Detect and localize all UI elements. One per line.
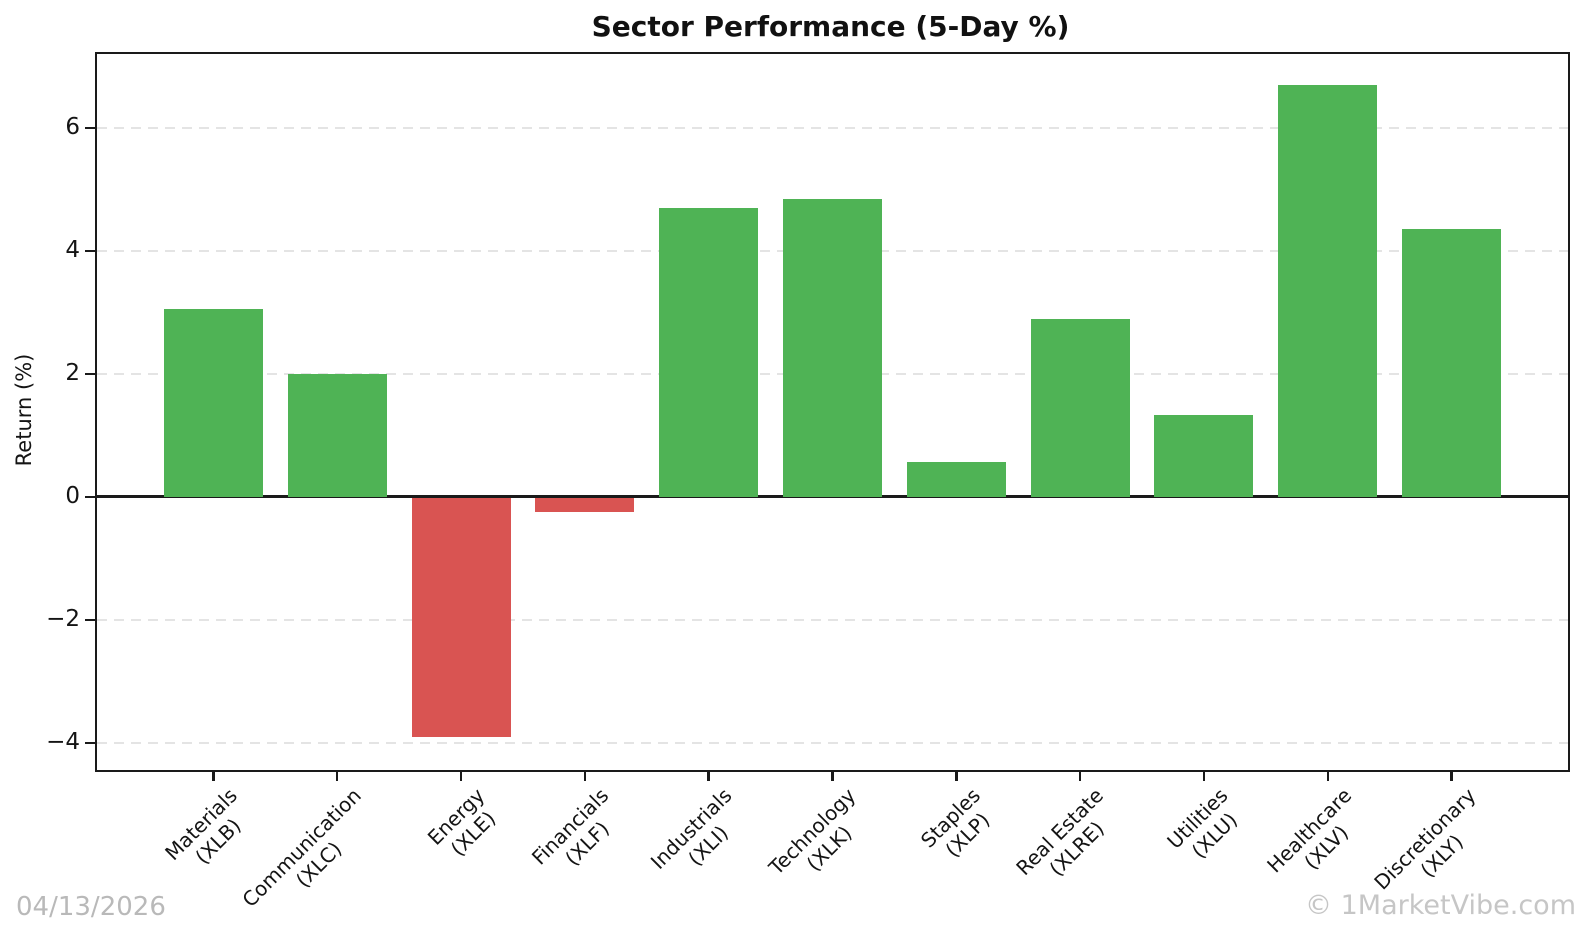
chart-title: Sector Performance (5-Day %)	[591, 10, 1070, 43]
bar-xlv	[1278, 84, 1378, 497]
y-tick--2	[85, 618, 95, 622]
x-label-xli: Industrials (XLI)	[646, 783, 737, 874]
x-tick-4	[707, 772, 710, 781]
x-label-xlk: Technology (XLK)	[764, 783, 861, 880]
y-tick-label-4: 4	[65, 236, 80, 263]
y-tick-6	[85, 126, 95, 130]
x-label-xlv: Healthcare (XLV)	[1261, 783, 1357, 878]
y-tick-label--2: −2	[46, 605, 80, 632]
x-label-xlb: Materials (XLB)	[159, 783, 246, 869]
bar-xlc	[287, 373, 387, 497]
x-label-xlp: Staples (XLP)	[915, 783, 994, 862]
y-tick-label-6: 6	[65, 113, 80, 140]
y-tick--4	[85, 741, 95, 745]
footer-date: 04/13/2026	[16, 892, 166, 922]
x-tick-0	[212, 772, 215, 781]
x-label-xlre: Real Estate (XLRE)	[1011, 783, 1109, 881]
y-tick-label--4: −4	[46, 728, 80, 755]
x-tick-10	[1450, 772, 1453, 781]
x-tick-8	[1202, 772, 1206, 781]
y-tick-label-2: 2	[65, 359, 80, 386]
y-tick-0	[85, 495, 95, 499]
x-label-xlf: Financials (XLF)	[526, 783, 614, 870]
bar-xly	[1402, 229, 1502, 497]
x-label-xlu: Utilities (XLU)	[1162, 783, 1242, 863]
footer-watermark: © 1MarketVibe.com	[1305, 890, 1576, 921]
x-tick-9	[1326, 772, 1330, 781]
bar-xle	[411, 498, 511, 737]
bar-xlre	[1030, 318, 1130, 497]
bar-xli	[659, 207, 759, 497]
y-tick-4	[85, 249, 95, 253]
gridline-y6	[97, 126, 1568, 129]
bar-xlb	[163, 309, 263, 497]
x-tick-3	[583, 772, 587, 781]
x-label-xlc: Communication (XLC)	[237, 783, 366, 912]
zero-line	[97, 495, 1568, 499]
bar-xlf	[535, 498, 635, 513]
bar-xlp	[906, 461, 1006, 497]
x-tick-2	[459, 772, 463, 781]
x-tick-1	[335, 772, 339, 781]
y-tick-label-0: 0	[65, 482, 80, 509]
x-tick-7	[1078, 772, 1082, 781]
x-tick-5	[831, 772, 834, 781]
gridline-y-2	[97, 618, 1568, 621]
gridline-y-4	[97, 741, 1568, 744]
y-tick-2	[85, 372, 95, 376]
bar-xlu	[1154, 415, 1254, 497]
x-label-xle: Energy (XLE)	[422, 783, 500, 861]
plot-area: −4 −2 0 2 4 6 Materials (XLB) Communication (XLC)…	[46, 52, 1570, 912]
bar-xlk	[782, 198, 883, 497]
x-tick-6	[955, 772, 958, 781]
